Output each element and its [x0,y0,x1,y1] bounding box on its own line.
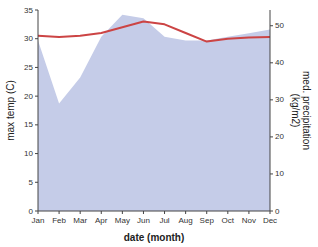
x-tick-label: Oct [222,216,235,225]
temp-line [38,21,270,41]
x-axis-line [38,211,270,212]
y-tick-label: 25 [24,63,33,72]
x-tick [206,211,207,214]
y-tick [35,182,38,183]
x-tick [80,211,81,214]
x-tick-label: Jun [137,216,150,225]
plot-area [38,15,270,211]
y2-tick-label: 30 [275,95,284,104]
y2-tick [270,62,273,63]
x-tick-label: Jul [159,216,169,225]
x-tick [248,211,249,214]
y-tick-label: 35 [24,6,33,15]
x-tick [164,211,165,214]
y2-axis-label-line: (kg/m2) [290,94,301,128]
y2-tick [270,136,273,137]
x-tick [59,211,60,214]
x-tick [101,211,102,214]
y-tick-label: 15 [24,120,33,129]
x-tick-label: Nov [242,216,256,225]
y-tick [35,96,38,97]
y2-axis-line [270,10,271,211]
x-tick [122,211,123,214]
x-tick [38,211,39,214]
y-tick-label: 10 [24,149,33,158]
x-tick-label: May [115,216,130,225]
x-tick [143,211,144,214]
y2-axis-label: med. precipitation(kg/m2) [290,71,312,150]
x-tick-label: Apr [95,216,108,225]
y-axis-line [38,10,39,211]
y-tick [35,67,38,68]
y-tick [35,10,38,11]
y2-tick [270,25,273,26]
y2-tick-label: 20 [275,132,284,141]
y2-tick-label: 50 [275,21,284,30]
y-axis-label: max temp (C) [5,80,16,141]
x-tick-label: Sep [200,216,215,225]
y-tick [35,124,38,125]
y-tick [35,153,38,154]
x-tick [227,211,228,214]
y-tick-label: 30 [24,34,33,43]
chart: 0 5 10 15 20 25 30 35 0 10 20 30 40 50 Jan Feb Mar Apr May… [0,0,318,247]
x-tick-label: Dec [263,216,277,225]
x-axis-label: date (month) [124,232,185,243]
x-tick-label: Feb [52,216,66,225]
y2-tick-label: 40 [275,58,284,67]
y2-tick-label: 0 [275,207,280,216]
y2-tick-label: 10 [275,169,284,178]
x-tick [185,211,186,214]
x-tick-label: Aug [179,216,193,225]
y-tick-label: 5 [29,178,34,187]
y-tick-label: 20 [24,92,33,101]
x-tick [270,211,271,214]
y-tick-label: 0 [29,207,34,216]
x-tick-label: Jan [32,216,45,225]
y2-tick [270,99,273,100]
y2-axis-label-line: med. precipitation [301,71,312,150]
y2-tick [270,173,273,174]
y-tick [35,38,38,39]
x-tick-label: Mar [73,216,87,225]
precip-area [38,15,270,211]
